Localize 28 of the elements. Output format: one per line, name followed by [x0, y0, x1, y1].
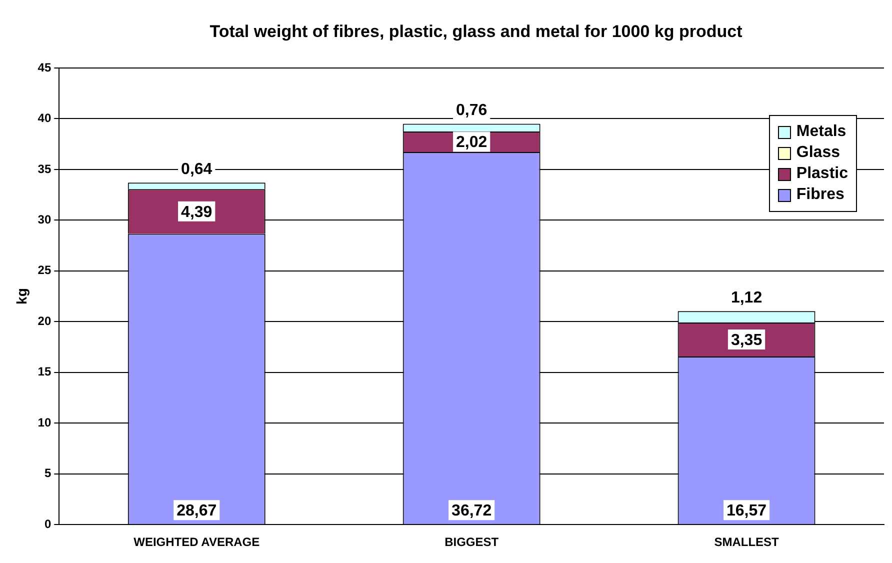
- data-label: 4,39: [181, 204, 212, 221]
- y-tick-label: 35: [38, 162, 52, 176]
- y-tick-label: 30: [38, 212, 52, 227]
- y-tick-label: 45: [38, 60, 52, 74]
- legend-label: Metals: [796, 123, 846, 141]
- y-tick-label: 15: [38, 364, 52, 379]
- y-tick-label: 0: [44, 516, 52, 531]
- data-label: 36,72: [452, 502, 492, 520]
- data-label: 28,67: [176, 502, 217, 520]
- x-tick-label: SMALLEST: [714, 535, 780, 550]
- y-tick-label: 5: [44, 466, 52, 480]
- y-tick-label: 40: [38, 111, 52, 126]
- data-label: 0,64: [181, 161, 212, 178]
- data-label: 16,57: [726, 502, 767, 520]
- y-tick-label: 25: [38, 263, 52, 278]
- data-label: 0,76: [456, 102, 488, 120]
- legend-label: Glass: [796, 144, 840, 162]
- x-tick-label: WEIGHTED AVERAGE: [134, 535, 260, 550]
- legend-label: Fibres: [796, 186, 844, 204]
- legend-label: Plastic: [796, 165, 848, 183]
- data-label: 3,35: [730, 332, 762, 349]
- y-tick-label: 10: [38, 415, 52, 430]
- chart-title: Total weight of fibres, plastic, glass and metal for 1000 kg product: [208, 22, 744, 42]
- data-label: 2,02: [456, 134, 488, 152]
- x-tick-label: BIGGEST: [444, 535, 500, 550]
- y-axis-title: kg: [13, 288, 30, 304]
- y-tick-label: 20: [38, 314, 52, 328]
- data-label: 1,12: [730, 290, 762, 307]
